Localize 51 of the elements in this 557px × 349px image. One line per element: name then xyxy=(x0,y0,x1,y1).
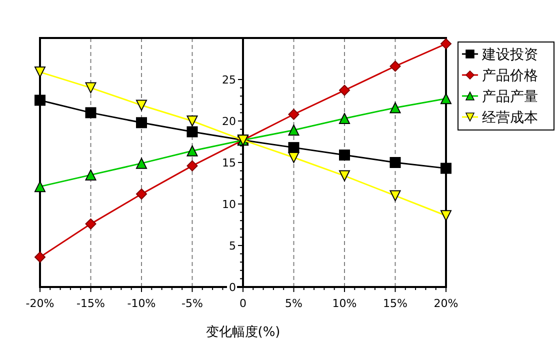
legend-label: 经营成本 xyxy=(482,110,538,126)
point xyxy=(390,102,401,114)
point xyxy=(440,162,452,174)
x-axis-title: 变化幅度(%) xyxy=(206,324,280,340)
x-tick-label: 15% xyxy=(383,297,408,310)
point xyxy=(288,124,300,136)
point xyxy=(34,94,46,106)
point xyxy=(440,210,452,222)
point xyxy=(136,158,147,169)
point xyxy=(339,84,350,96)
x-tick-label: 10% xyxy=(332,297,357,310)
point xyxy=(85,169,96,180)
x-tick-label: 20% xyxy=(434,297,458,310)
point xyxy=(288,152,300,164)
point xyxy=(440,93,452,104)
point xyxy=(390,157,401,168)
point xyxy=(186,116,198,126)
point xyxy=(339,113,350,124)
y-tick-label: 0 xyxy=(229,281,236,294)
x-tick-label: -15% xyxy=(76,297,105,310)
legend-label: 产品产量 xyxy=(482,89,538,105)
point xyxy=(390,190,401,202)
y-tick-label: 15 xyxy=(222,156,236,170)
x-tick-label: 0 xyxy=(240,297,246,310)
point xyxy=(339,150,350,161)
point xyxy=(339,170,350,182)
x-tick-label: 5% xyxy=(285,297,302,310)
point xyxy=(136,188,147,200)
point xyxy=(136,100,147,111)
x-tick-label: -20% xyxy=(26,297,54,310)
point xyxy=(186,126,198,138)
x-tick-label: -5% xyxy=(182,297,203,310)
point xyxy=(186,145,198,156)
y-tick-label: 5 xyxy=(229,240,236,252)
y-tick-label: 25 xyxy=(222,74,236,86)
y-tick-label: 20 xyxy=(222,115,236,128)
point xyxy=(85,218,96,230)
x-tick-label: -10% xyxy=(127,297,156,310)
point xyxy=(186,160,198,172)
point xyxy=(85,82,96,94)
legend-label: 产品价格 xyxy=(482,68,538,84)
point xyxy=(390,60,401,72)
point xyxy=(440,38,452,50)
point xyxy=(34,181,46,192)
point xyxy=(288,108,300,120)
point xyxy=(136,117,147,128)
point xyxy=(85,107,96,118)
legend-label: 建设投资 xyxy=(481,47,538,63)
point xyxy=(34,252,46,263)
y-tick-label: 10 xyxy=(222,198,236,211)
point xyxy=(288,142,300,154)
